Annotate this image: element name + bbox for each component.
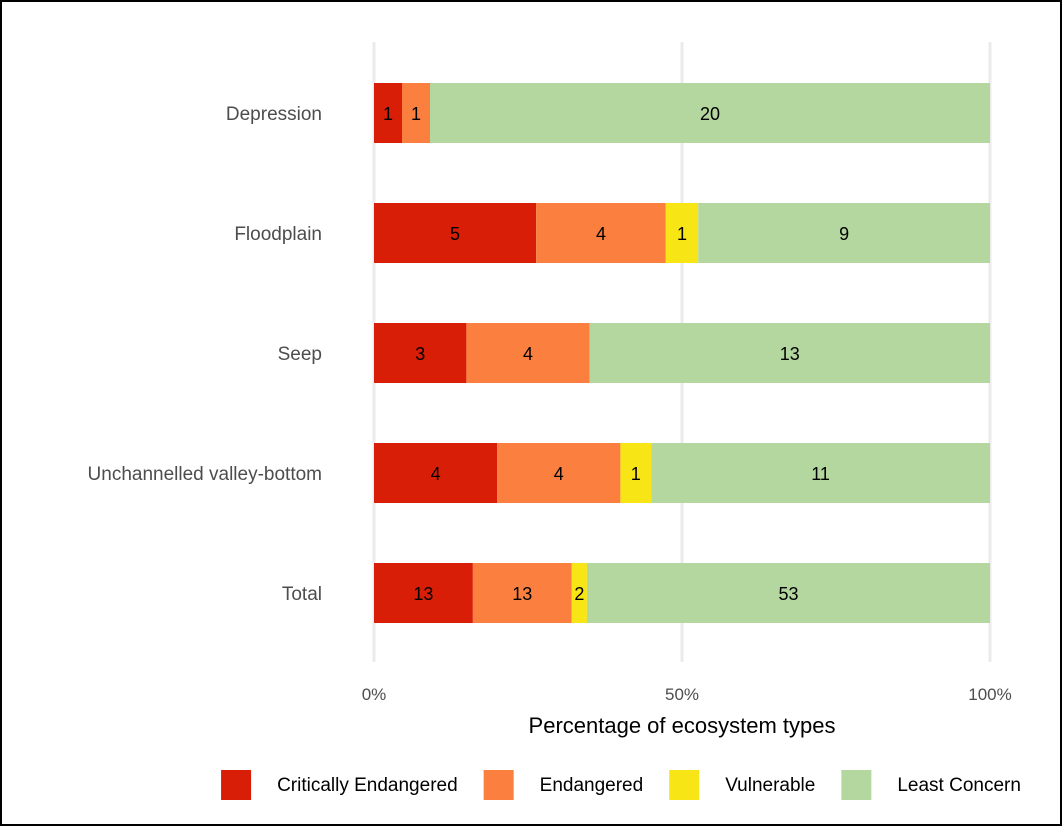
bar-segment-floodplain-vulnerable — [665, 203, 699, 263]
x-axis-ticks: 0% 50% 100% — [362, 685, 1012, 704]
legend-label-least-concern: Least Concern — [897, 775, 1021, 796]
bar-value-label: 1 — [631, 464, 641, 484]
bar-value-label: 13 — [413, 584, 433, 604]
bar-segment-total-least-concern — [586, 563, 990, 623]
bar-value-label: 2 — [574, 584, 584, 604]
category-label-seep: Seep — [278, 344, 322, 365]
legend-key-vulnerable — [669, 770, 700, 800]
bar-value-label: 53 — [778, 584, 798, 604]
bar-value-label: 4 — [523, 344, 533, 364]
bar-segment-floodplain-critically-endangered — [374, 203, 537, 263]
legend-key-least-concern — [841, 770, 872, 800]
bar-value-label: 5 — [450, 224, 460, 244]
category-label-total: Total — [282, 584, 322, 605]
bar-value-label: 4 — [431, 464, 441, 484]
bar-segment-depression-endangered — [402, 83, 430, 143]
legend-key-endangered — [483, 770, 514, 800]
bar-value-label: 1 — [677, 224, 687, 244]
legend-label-critically-endangered: Critically Endangered — [277, 775, 458, 796]
x-axis-title: Percentage of ecosystem types — [529, 713, 836, 738]
bar-segment-unchannelled-valley-bottom-endangered — [497, 443, 621, 503]
x-tick-label: 100% — [968, 685, 1011, 704]
bar-segment-total-critically-endangered — [374, 563, 473, 623]
bar-segment-depression-least-concern — [430, 83, 990, 143]
bar-segment-floodplain-endangered — [536, 203, 666, 263]
bar-segment-total-vulnerable — [571, 563, 587, 623]
bar-segment-unchannelled-valley-bottom-least-concern — [651, 443, 990, 503]
category-label-unchannelled-valley-bottom: Unchannelled valley-bottom — [88, 464, 322, 485]
bar-segment-seep-endangered — [466, 323, 590, 383]
bar-value-label: 13 — [512, 584, 532, 604]
bar-value-label: 1 — [411, 104, 421, 124]
bar-segment-seep-least-concern — [589, 323, 990, 383]
bar-value-label: 9 — [839, 224, 849, 244]
bar-value-label: 20 — [700, 104, 720, 124]
legend-label-vulnerable: Vulnerable — [725, 775, 815, 796]
legend-label-endangered: Endangered — [540, 775, 644, 796]
bar-segment-unchannelled-valley-bottom-vulnerable — [620, 443, 652, 503]
category-label-floodplain: Floodplain — [234, 224, 322, 245]
bar-value-label: 4 — [596, 224, 606, 244]
bar-value-label: 4 — [554, 464, 564, 484]
legend: Critically Endangered Endangered Vulnerabl… — [221, 770, 1021, 800]
bar-value-label: 1 — [383, 104, 393, 124]
legend-key-critically-endangered — [221, 770, 252, 800]
bar-segment-depression-critically-endangered — [374, 83, 402, 143]
bar-value-label: 3 — [415, 344, 425, 364]
x-tick-label: 0% — [362, 685, 387, 704]
bar-segment-total-endangered — [472, 563, 572, 623]
bar-segment-floodplain-least-concern — [698, 203, 990, 263]
category-label-depression: Depression — [226, 104, 322, 125]
category-axis: Depression Floodplain Seep Unchannelled val… — [88, 104, 322, 605]
bar-value-label: 13 — [780, 344, 800, 364]
bar-value-label: 11 — [811, 464, 830, 484]
bar-segment-unchannelled-valley-bottom-critically-endangered — [374, 443, 498, 503]
bar-segment-seep-critically-endangered — [374, 323, 467, 383]
x-tick-label: 50% — [665, 685, 699, 704]
